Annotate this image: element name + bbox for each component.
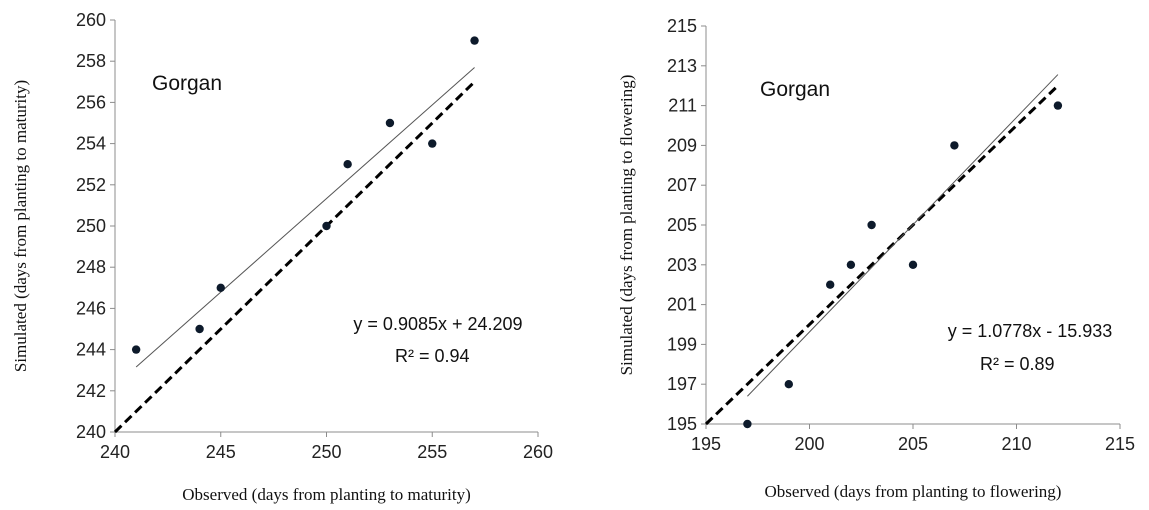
data-point bbox=[216, 283, 225, 292]
location-label: Gorgan bbox=[760, 78, 830, 101]
x-tick-label: 215 bbox=[1105, 434, 1135, 454]
data-point bbox=[784, 380, 793, 389]
data-point bbox=[428, 139, 437, 148]
data-point bbox=[470, 36, 479, 45]
x-tick-label: 245 bbox=[206, 442, 236, 462]
y-tick-label: 195 bbox=[667, 414, 697, 434]
r-squared-label: R² = 0.89 bbox=[980, 354, 1055, 374]
y-tick-label: 209 bbox=[667, 135, 697, 155]
y-tick-label: 248 bbox=[76, 257, 106, 277]
y-tick-label: 197 bbox=[667, 374, 697, 394]
x-tick-label: 255 bbox=[417, 442, 447, 462]
regression-equation: y = 1.0778x - 15.933 bbox=[948, 321, 1113, 341]
y-tick-label: 256 bbox=[76, 92, 106, 112]
data-point bbox=[195, 324, 204, 334]
y-tick-label: 244 bbox=[76, 340, 106, 360]
y-tick-label: 252 bbox=[76, 175, 106, 195]
y-tick-label: 199 bbox=[667, 334, 697, 354]
data-point bbox=[322, 221, 331, 231]
data-point bbox=[1053, 101, 1063, 110]
one-to-one-line bbox=[704, 84, 1059, 426]
y-tick-label: 215 bbox=[667, 16, 697, 36]
y-tick-label: 211 bbox=[668, 96, 697, 116]
y-tick-label: 207 bbox=[667, 175, 697, 195]
y-tick-label: 201 bbox=[667, 295, 697, 315]
data-point bbox=[343, 160, 352, 169]
y-tick-label: 250 bbox=[76, 216, 106, 236]
y-tick-label: 254 bbox=[76, 134, 106, 154]
data-point bbox=[385, 118, 395, 128]
x-tick-label: 260 bbox=[523, 442, 553, 462]
location-label: Gorgan bbox=[152, 72, 222, 95]
y-tick-label: 246 bbox=[76, 298, 106, 318]
x-tick-label: 205 bbox=[898, 434, 928, 454]
data-point bbox=[846, 260, 856, 269]
y-tick-label: 203 bbox=[667, 255, 697, 275]
x-tick-label: 210 bbox=[1001, 434, 1031, 454]
y-axis-title: Simulated (days from planting to maturit… bbox=[11, 80, 30, 372]
x-tick-label: 195 bbox=[691, 434, 721, 454]
x-tick-label: 240 bbox=[100, 442, 130, 462]
chart-maturity: 240 242 244 246 248 250 252 254 256 258 260 240 245 2… bbox=[11, 10, 553, 504]
y-tick-label: 242 bbox=[76, 381, 106, 401]
x-tick-label: 200 bbox=[794, 434, 824, 454]
r-squared-label: R² = 0.94 bbox=[395, 346, 470, 366]
y-tick-label: 258 bbox=[76, 51, 106, 71]
y-axis-title: Simulated (days from planting to floweri… bbox=[617, 75, 636, 376]
data-point bbox=[743, 419, 752, 429]
y-tick-label: 213 bbox=[667, 56, 697, 76]
x-axis-title: Observed (days from planting to maturity… bbox=[182, 485, 470, 504]
data-point bbox=[131, 345, 141, 354]
chart-flowering: 195 197 199 201 203 205 207 209 211 213 215 195 200 2… bbox=[617, 16, 1135, 501]
y-tick-label: 205 bbox=[667, 215, 697, 235]
regression-line bbox=[747, 74, 1059, 397]
data-point bbox=[826, 280, 835, 289]
regression-line bbox=[135, 67, 475, 368]
x-axis-title: Observed (days from planting to flowerin… bbox=[765, 482, 1062, 501]
regression-equation: y = 0.9085x + 24.209 bbox=[353, 314, 522, 334]
data-point bbox=[950, 141, 959, 150]
x-tick-label: 250 bbox=[311, 442, 341, 462]
data-point bbox=[908, 260, 918, 269]
y-tick-label: 260 bbox=[76, 10, 106, 30]
y-tick-label: 240 bbox=[76, 422, 106, 442]
one-to-one-line bbox=[113, 80, 476, 434]
data-point bbox=[867, 220, 876, 230]
